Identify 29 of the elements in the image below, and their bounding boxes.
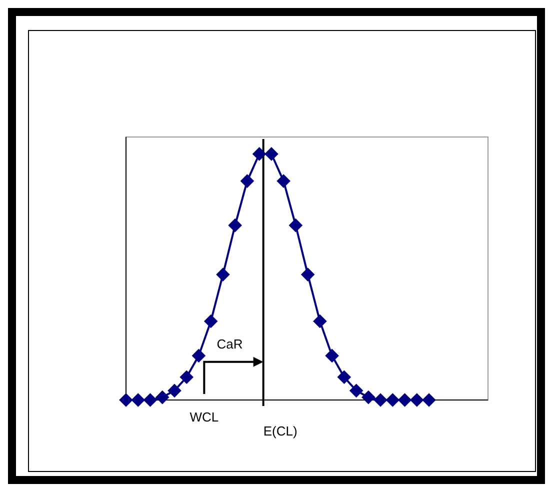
point bbox=[374, 394, 388, 406]
point bbox=[252, 147, 266, 160]
point bbox=[313, 314, 326, 328]
point bbox=[398, 394, 412, 406]
point bbox=[350, 384, 363, 398]
point bbox=[132, 394, 145, 406]
point bbox=[216, 268, 230, 282]
point bbox=[289, 218, 302, 232]
point bbox=[362, 390, 375, 404]
point bbox=[144, 394, 157, 406]
point bbox=[338, 370, 351, 384]
point bbox=[204, 314, 218, 328]
point bbox=[240, 174, 254, 188]
point bbox=[410, 394, 424, 406]
point bbox=[168, 384, 181, 398]
point bbox=[228, 218, 242, 232]
point bbox=[386, 394, 400, 406]
point bbox=[156, 390, 169, 404]
point bbox=[180, 370, 194, 384]
annotation: CaR bbox=[216, 336, 243, 352]
text: WCL bbox=[190, 410, 219, 425]
point bbox=[422, 394, 436, 406]
point bbox=[120, 394, 132, 406]
point bbox=[192, 349, 206, 362]
point bbox=[264, 147, 278, 160]
point bbox=[277, 174, 290, 188]
text: E(CL) bbox=[263, 424, 298, 439]
point bbox=[301, 268, 314, 282]
point bbox=[326, 349, 339, 362]
